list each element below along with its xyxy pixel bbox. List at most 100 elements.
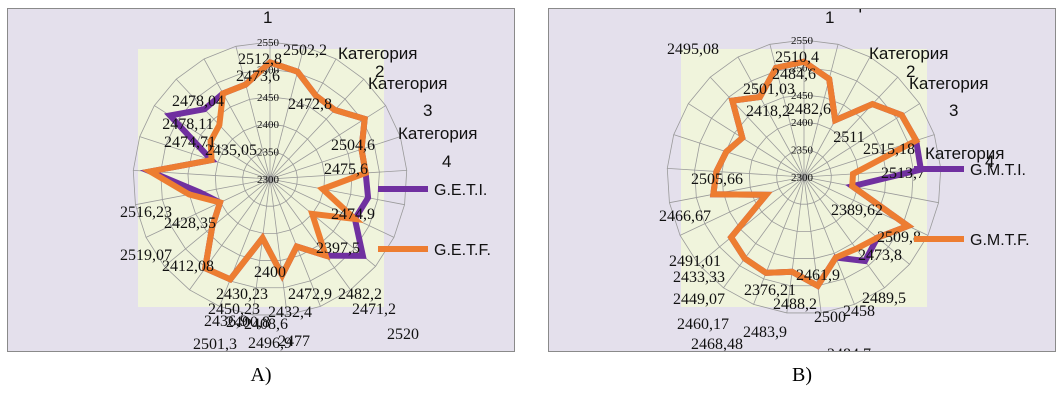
grid-spoke	[698, 176, 805, 265]
data-label: 2472,68	[713, 350, 765, 351]
data-label: 2509,8	[877, 229, 921, 246]
plot-area	[138, 49, 384, 307]
data-label: 2408,6	[244, 316, 288, 333]
category-number: 3	[949, 101, 958, 120]
data-label: 2428,35	[164, 215, 216, 232]
grid-spoke	[673, 134, 805, 178]
legend-label: G.M.T.I.	[970, 162, 1026, 179]
tick-label: 2550	[257, 37, 280, 49]
grid-spoke	[269, 178, 321, 307]
data-label: 2433,33	[673, 269, 725, 286]
grid-ring	[694, 66, 914, 287]
grid-spoke	[669, 176, 805, 204]
data-label: 2461,9	[796, 267, 840, 284]
data-label: 2430,23	[216, 286, 268, 303]
data-label: 2491,01	[669, 253, 721, 270]
grid-spoke	[679, 176, 805, 236]
data-label: 2495,08	[667, 41, 719, 58]
grid-spoke	[203, 58, 271, 180]
tick-label: 2400	[791, 117, 814, 129]
grid-spoke	[139, 136, 271, 180]
grid-spoke	[803, 176, 855, 305]
category-label: 1	[263, 9, 272, 27]
data-label: 2500	[814, 309, 846, 326]
category-label: Категория	[909, 74, 988, 93]
data-label: 2436,9	[204, 313, 248, 330]
tick-label: 2450	[791, 90, 814, 102]
data-label: 2478,11	[162, 116, 213, 133]
data-label: 2435,05	[205, 142, 257, 159]
grid-spoke	[164, 178, 271, 267]
grid-spoke	[269, 46, 305, 180]
data-label: 2489,5	[862, 290, 906, 307]
data-label: 2472,8	[288, 96, 332, 113]
grid-spoke	[235, 46, 271, 180]
data-label: 2376,21	[744, 282, 796, 299]
category-label: Категория	[807, 9, 886, 13]
grid-spoke	[803, 44, 839, 178]
category-number: 2	[375, 62, 384, 81]
grid-spoke	[737, 56, 805, 178]
data-label: 2474,71	[164, 134, 216, 151]
category-number: 3	[423, 101, 432, 120]
grid-spoke	[803, 176, 885, 289]
grid-spoke	[753, 176, 805, 305]
data-label: 2510,4	[775, 49, 819, 66]
data-label: 2473,8	[858, 247, 902, 264]
grid-spoke	[269, 78, 365, 180]
data-label: 2450,23	[208, 301, 260, 318]
grid-spoke	[269, 178, 405, 206]
data-label: 2474,9	[331, 206, 375, 223]
legend-label: G.E.T.I.	[434, 182, 487, 199]
data-label: 2504,6	[331, 137, 375, 154]
chart-panel-b: 2300 2350 2400 2450 2500 2550 2510,4 2484,6 2501…	[548, 8, 1056, 352]
category-label: Категория	[398, 124, 477, 143]
data-label: 2466,67	[659, 208, 711, 225]
tick-label: 2300	[791, 172, 814, 184]
grid-spoke	[667, 167, 805, 178]
grid-ring	[721, 94, 887, 259]
grid-spoke	[803, 176, 910, 265]
tick-label: 2400	[257, 119, 280, 131]
data-label: 2516,23	[120, 204, 172, 221]
grid-spoke	[688, 103, 805, 178]
grid-spoke	[269, 178, 376, 267]
category-label: Категория	[869, 44, 948, 63]
grid-ring	[776, 149, 832, 205]
data-label: 2400,8	[226, 314, 270, 331]
tick-label: 2550	[791, 35, 814, 47]
data-label: 2477	[278, 333, 310, 350]
grid-spoke	[269, 178, 288, 315]
data-label: 2501,03	[743, 81, 795, 98]
grid-ring	[748, 121, 860, 232]
grid-spoke	[786, 176, 805, 313]
data-label: 2512,8	[238, 51, 282, 68]
grid-ring	[666, 39, 942, 314]
category-label: Категория	[925, 144, 1004, 163]
series-line-2	[709, 58, 921, 290]
data-label: 2501,3	[193, 336, 237, 351]
data-label: 2471,2	[352, 301, 396, 318]
grid-ring	[242, 151, 298, 207]
series-line-2	[141, 58, 370, 284]
category-label: 1	[825, 9, 834, 27]
data-label: 2418,2	[746, 103, 790, 120]
grid-spoke	[269, 169, 407, 180]
grid-spoke	[803, 176, 939, 204]
data-label: 2472,9	[288, 286, 332, 303]
data-label: 2468,48	[691, 336, 743, 351]
radar-chart-a: 2300235024002450250025502512,82502,22473…	[120, 9, 491, 351]
tick-label: 2450	[257, 92, 280, 104]
data-label: 2484,6	[772, 66, 816, 83]
grid-spoke	[269, 178, 351, 291]
grid-spoke	[723, 176, 805, 289]
data-label: 2482,6	[787, 101, 831, 118]
category-number: 4	[442, 152, 451, 171]
grid-spoke	[145, 178, 271, 238]
data-label: 2502,2	[283, 42, 327, 59]
category-number: 2	[906, 62, 915, 81]
grid-spoke	[803, 176, 822, 313]
data-label: 2496,9	[248, 335, 292, 351]
data-label: 2449,07	[673, 291, 725, 308]
grid-spoke	[175, 78, 271, 180]
